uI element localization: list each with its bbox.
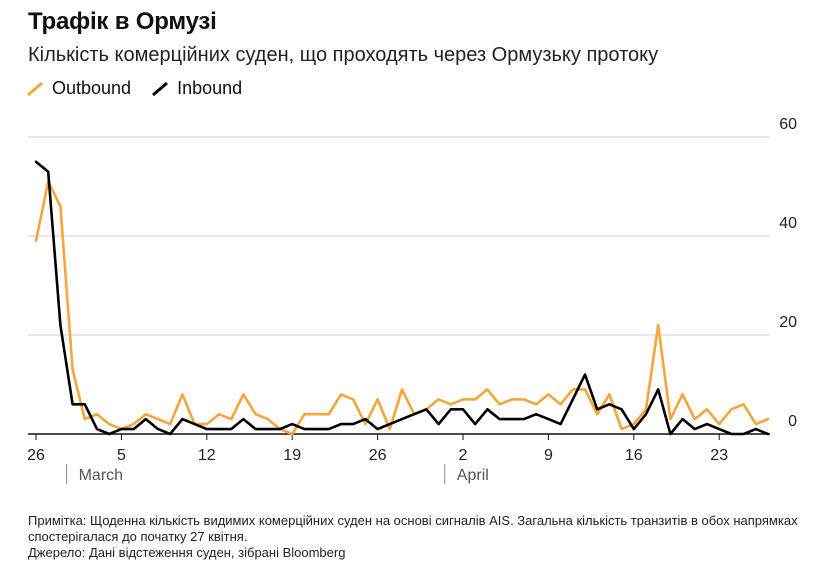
y-axis-ticks: 0 20 40 60 (779, 116, 797, 430)
x-tick-label: 16 (625, 447, 643, 464)
inbound-line-icon (152, 81, 169, 96)
legend: Outbound Inbound (26, 78, 262, 99)
y-tick-label-60: 60 (779, 116, 797, 133)
x-tick-label: 23 (710, 447, 728, 464)
chart-title: Трафік в Ормузі (28, 8, 217, 35)
y-tick-label-0: 0 (788, 413, 797, 430)
chart-subtitle: Кількість комерційних суден, що проходят… (28, 44, 659, 66)
series-lines (34, 160, 770, 436)
legend-label-inbound: Inbound (177, 78, 243, 98)
x-tick-label: 5 (117, 447, 126, 464)
gridlines (28, 136, 770, 336)
x-tick-label: 26 (369, 447, 387, 464)
x-tick-label: 2 (459, 447, 468, 464)
series-line-inbound (34, 160, 770, 436)
legend-item-outbound: Outbound (26, 78, 131, 99)
series-line-outbound (34, 180, 770, 436)
source-text: Джерело: Дані відстеження суден, зібрані… (28, 545, 346, 560)
legend-item-inbound: Inbound (151, 78, 242, 99)
month-label-april: April (457, 467, 489, 484)
month-label-march: March (79, 467, 123, 484)
chart-notes: Примітка: Щоденна кількість видимих коме… (28, 513, 808, 561)
legend-label-outbound: Outbound (52, 78, 132, 98)
x-tick-label: 9 (544, 447, 553, 464)
outbound-line-icon (27, 81, 43, 96)
x-tick-label: 26 (27, 447, 45, 464)
y-tick-label-40: 40 (779, 215, 797, 232)
note-text: Примітка: Щоденна кількість видимих коме… (28, 513, 798, 544)
x-tick-label: 12 (198, 447, 216, 464)
x-axis: 26 5 12 19 26 2 9 16 23 March April (27, 433, 770, 484)
y-tick-label-20: 20 (779, 314, 797, 331)
x-tick-label: 19 (283, 447, 301, 464)
